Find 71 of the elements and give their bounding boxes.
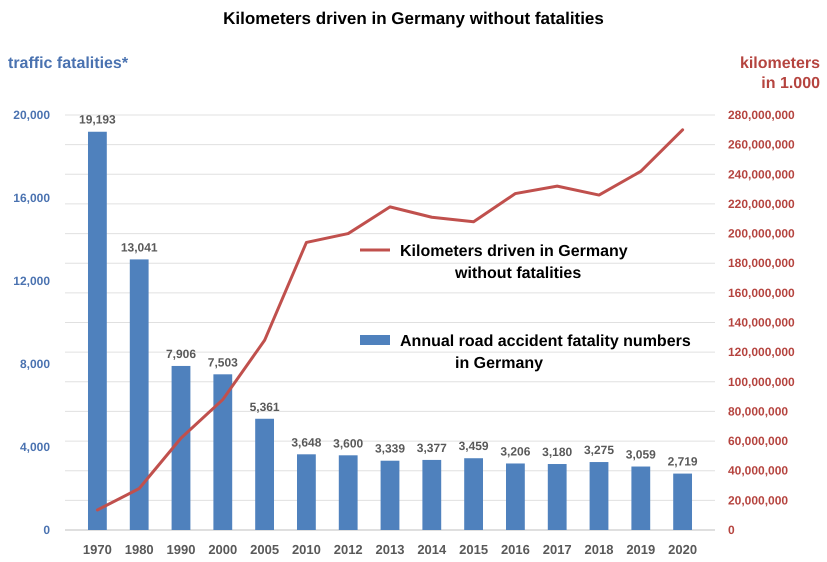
bar <box>631 466 650 530</box>
bar <box>213 374 232 530</box>
bar <box>88 132 107 530</box>
x-tick-label: 2018 <box>584 542 614 557</box>
legend-label: Annual road accident fatality numbers in Germany <box>400 333 691 372</box>
x-tick-label: 2014 <box>417 542 448 557</box>
y2-tick-label: 40,000,000 <box>728 464 788 478</box>
y-tick-label: 20,000 <box>13 108 50 122</box>
x-tick-label: 2020 <box>668 542 698 557</box>
data-label: 7,503 <box>208 355 238 370</box>
y-tick-label: 12,000 <box>13 274 50 288</box>
y2-axis-title: kilometers in 1.000 <box>740 55 820 92</box>
y2-tick-label: 240,000,000 <box>728 167 796 182</box>
x-tick-label: 2005 <box>250 542 280 557</box>
data-label: 3,600 <box>333 436 364 450</box>
x-tick-label: 2017 <box>542 542 572 557</box>
data-label: 3,180 <box>542 445 573 460</box>
x-tick-label: 2016 <box>500 542 530 557</box>
y-tick-label: 8,000 <box>20 357 50 371</box>
y2-tick-label: 120,000,000 <box>728 345 796 360</box>
data-label: 19,193 <box>79 112 116 127</box>
x-tick-label: 1990 <box>166 542 196 557</box>
y2-tick-label: 20,000,000 <box>728 493 788 508</box>
data-label: 3,059 <box>626 448 656 462</box>
x-tick-label: 2013 <box>376 542 404 557</box>
data-label: 5,361 <box>250 400 280 414</box>
bar <box>255 418 274 530</box>
y2-tick-label: 100,000,000 <box>728 374 796 389</box>
data-label: 3,377 <box>416 440 448 455</box>
data-label: 3,206 <box>500 444 531 458</box>
y-tick-label: 16,000 <box>13 191 50 205</box>
data-label: 3,459 <box>458 439 489 454</box>
y2-tick-label: 0 <box>728 523 735 537</box>
bar <box>130 259 149 530</box>
legend-label: Kilometers driven in Germany without fatalities <box>400 243 628 282</box>
y2-tick-label: 60,000,000 <box>728 434 788 448</box>
y2-tick-label: 80,000,000 <box>728 404 788 418</box>
y-tick-label: 0 <box>43 523 50 537</box>
data-label: 3,275 <box>584 443 614 458</box>
x-tick-label: 2000 <box>208 542 238 557</box>
x-tick-label: 1980 <box>124 542 154 557</box>
y2-tick-label: 280,000,000 <box>728 108 796 122</box>
x-tick-label: 2019 <box>626 542 656 557</box>
y2-tick-label: 180,000,000 <box>728 256 796 270</box>
bar <box>464 458 484 530</box>
data-label: 13,041 <box>120 240 158 254</box>
data-label: 7,906 <box>166 346 196 361</box>
bar <box>590 462 608 530</box>
y-axis-title: traffic fatalities* <box>8 55 129 72</box>
y2-tick-label: 140,000,000 <box>728 316 796 330</box>
bar <box>338 455 358 530</box>
bar <box>422 460 442 530</box>
bar <box>673 474 692 530</box>
x-tick-label: 2015 <box>459 542 488 557</box>
x-tick-label: 2012 <box>334 542 363 557</box>
y2-tick-label: 220,000,000 <box>728 196 796 211</box>
data-label: 2,719 <box>668 454 698 469</box>
y-tick-label: 4,000 <box>20 440 50 454</box>
bar <box>172 366 190 530</box>
x-tick-label: 1970 <box>82 542 112 557</box>
chart-title: Kilometers driven in Germany without fatalities <box>223 9 604 28</box>
bar <box>548 464 567 530</box>
data-label: 3,648 <box>291 435 322 450</box>
y2-tick-label: 200,000,000 <box>728 226 796 241</box>
bar <box>296 454 316 530</box>
y2-tick-label: 160,000,000 <box>728 286 796 300</box>
x-tick-label: 2010 <box>292 542 321 557</box>
y2-tick-label: 260,000,000 <box>728 138 796 152</box>
bar <box>506 463 525 530</box>
bar <box>380 460 400 530</box>
data-label: 3,339 <box>374 442 406 456</box>
